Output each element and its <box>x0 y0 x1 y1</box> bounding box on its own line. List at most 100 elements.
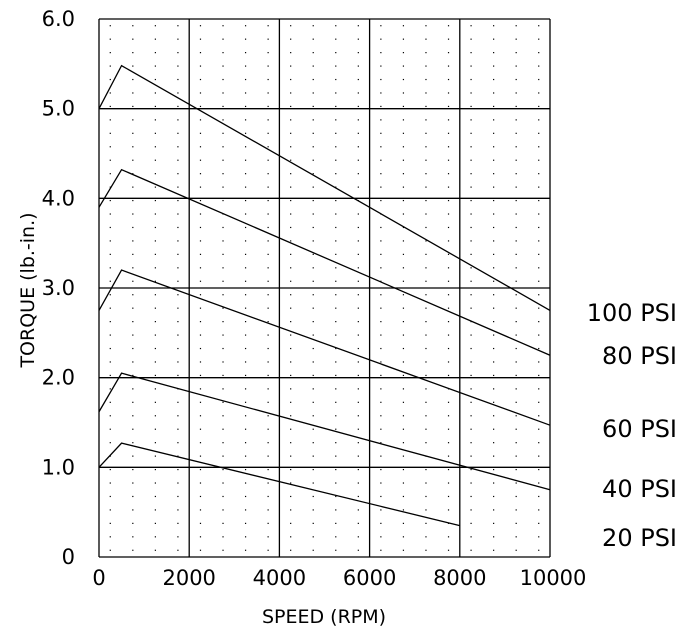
grid-dot <box>109 146 111 148</box>
grid-dot <box>402 522 405 524</box>
grid-dot <box>380 294 382 296</box>
grid-dot <box>380 428 382 430</box>
grid-dot <box>244 78 247 81</box>
grid-dot <box>132 267 134 269</box>
grid-dot <box>290 388 292 390</box>
grid-dot <box>335 159 337 161</box>
grid-dot <box>199 428 202 430</box>
grid-dot <box>199 186 202 188</box>
grid-dot <box>380 307 382 309</box>
grid-dot <box>470 495 472 498</box>
grid-dot <box>402 334 405 336</box>
grid-dot <box>199 132 202 134</box>
grid-dot <box>357 347 359 350</box>
grid-dot <box>290 442 292 444</box>
grid-dot <box>244 361 247 363</box>
grid-dot <box>132 428 134 430</box>
grid-dot <box>538 226 540 229</box>
grid-dot <box>244 388 247 390</box>
grid-dot <box>244 173 247 175</box>
grid-dot <box>538 240 540 242</box>
grid-dot <box>244 159 247 161</box>
grid-dot <box>267 334 269 336</box>
grid-dot <box>199 119 202 121</box>
grid-dot <box>222 65 224 67</box>
grid-dot <box>380 522 382 524</box>
grid-dot <box>154 294 156 296</box>
grid-dot <box>177 199 179 202</box>
grid-dot <box>493 428 495 430</box>
grid-dot <box>132 361 134 363</box>
grid-dot <box>335 428 337 430</box>
grid-dot <box>425 334 427 336</box>
grid-dot <box>312 213 314 215</box>
grid-dot <box>447 146 450 148</box>
grid-dot <box>357 509 359 511</box>
grid-dot <box>267 347 269 350</box>
grid-dot <box>380 199 382 202</box>
grid-dot <box>493 294 495 296</box>
series-labels: 100 PSI 80 PSI 60 PSI 40 PSI 20 PSI <box>587 299 677 552</box>
grid-dot <box>357 78 359 81</box>
grid-dot <box>380 267 382 269</box>
grid-dot <box>290 267 292 269</box>
grid-dot <box>290 38 292 40</box>
grid-dot <box>132 442 134 444</box>
y-tick-label: 5.0 <box>42 97 75 121</box>
grid-dot <box>109 536 111 538</box>
grid-dot <box>267 105 269 108</box>
grid-dot <box>244 347 247 350</box>
grid-dot <box>177 522 179 524</box>
grid-dot <box>154 374 156 377</box>
grid-dot <box>515 468 517 471</box>
grid-dot <box>267 240 269 242</box>
grid-dot <box>244 25 247 27</box>
grid-dot <box>267 294 269 296</box>
grid-dot <box>380 105 382 108</box>
grid-dot <box>335 132 337 134</box>
grid-dot <box>402 280 405 282</box>
grid-dot <box>267 52 269 54</box>
grid-dot <box>425 294 427 296</box>
grid-dot <box>154 132 156 134</box>
grid-dot <box>109 374 111 377</box>
grid-dot <box>312 549 314 551</box>
grid-dot <box>312 442 314 444</box>
grid-dot <box>515 132 517 134</box>
grid-dot <box>244 549 247 551</box>
grid-dot <box>312 267 314 269</box>
grid-dot <box>380 159 382 161</box>
grid-dot <box>132 78 134 81</box>
grid-dot <box>290 146 292 148</box>
grid-dot <box>515 146 517 148</box>
grid-dot <box>335 119 337 121</box>
grid-dot <box>267 25 269 27</box>
grid-dot <box>154 240 156 242</box>
grid-dot <box>290 509 292 511</box>
grid-dot <box>425 321 427 323</box>
grid-dot <box>425 105 427 108</box>
grid-dot <box>470 78 472 81</box>
grid-dot <box>267 173 269 175</box>
grid-dot <box>402 105 405 108</box>
grid-dot <box>177 374 179 377</box>
grid-dot <box>538 38 540 40</box>
grid-dot <box>154 186 156 188</box>
grid-dot <box>154 92 156 94</box>
grid-dot <box>222 361 224 363</box>
grid-dot <box>109 482 111 484</box>
grid-dot <box>515 509 517 511</box>
grid-dot <box>199 536 202 538</box>
grid-dot <box>312 347 314 350</box>
grid-dot <box>538 307 540 309</box>
grid-dot <box>538 25 540 27</box>
grid-dot <box>290 401 292 403</box>
grid-dot <box>425 78 427 81</box>
grid-dot <box>470 549 472 551</box>
grid-dot <box>515 65 517 67</box>
grid-dot <box>312 240 314 242</box>
grid-dot <box>425 267 427 269</box>
grid-dot <box>335 78 337 81</box>
grid-dot <box>199 52 202 54</box>
grid-dot <box>470 415 472 417</box>
